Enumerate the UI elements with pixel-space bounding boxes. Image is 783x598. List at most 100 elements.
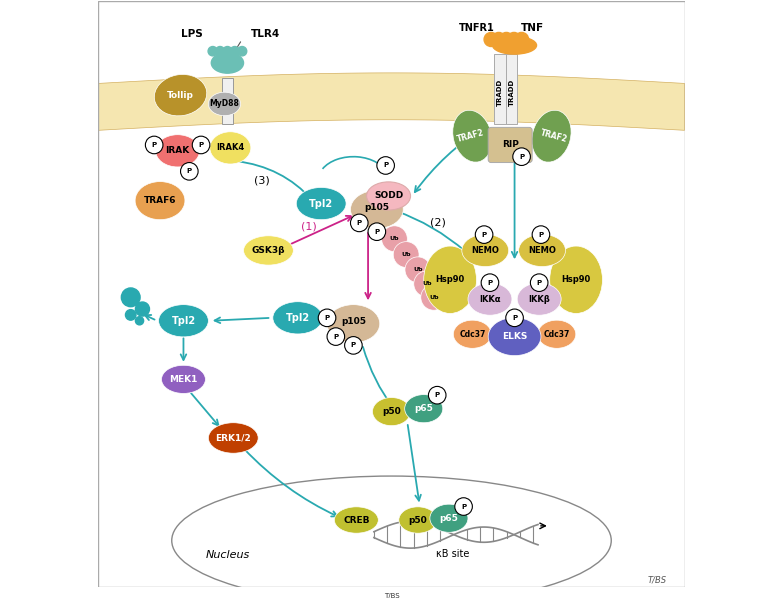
Text: P: P [374, 228, 380, 234]
Bar [506, 54, 518, 124]
Text: P: P [324, 315, 330, 321]
Ellipse shape [532, 110, 571, 162]
Ellipse shape [154, 74, 207, 116]
Ellipse shape [538, 320, 576, 348]
Circle shape [413, 271, 439, 297]
Circle shape [492, 32, 506, 47]
Circle shape [208, 47, 218, 56]
Text: Ub: Ub [413, 267, 423, 272]
Text: ERK1/2: ERK1/2 [215, 434, 251, 443]
Text: Hsp90: Hsp90 [435, 275, 465, 284]
Text: P: P [536, 280, 542, 286]
Circle shape [193, 136, 210, 154]
Text: SODD: SODD [374, 191, 403, 200]
Bar [494, 54, 506, 124]
Text: P: P [512, 315, 517, 321]
Circle shape [507, 32, 521, 47]
Bar [222, 78, 233, 124]
Ellipse shape [327, 304, 380, 343]
Ellipse shape [493, 36, 536, 54]
Text: P: P [383, 163, 388, 169]
Circle shape [405, 257, 431, 283]
Text: P: P [519, 154, 524, 160]
Ellipse shape [518, 283, 561, 315]
Ellipse shape [488, 318, 541, 356]
Ellipse shape [550, 246, 602, 313]
Text: P: P [351, 343, 356, 349]
Circle shape [482, 274, 499, 291]
Text: p105: p105 [341, 318, 366, 327]
Ellipse shape [210, 132, 251, 164]
Text: TNFR1: TNFR1 [459, 23, 494, 33]
Text: NEMO: NEMO [471, 246, 500, 255]
Ellipse shape [135, 182, 185, 219]
Text: p65: p65 [414, 404, 433, 413]
Circle shape [351, 214, 368, 231]
Text: Tpl2: Tpl2 [309, 199, 334, 209]
Text: p65: p65 [439, 514, 458, 523]
Text: P: P [539, 231, 543, 237]
Ellipse shape [159, 304, 208, 337]
Circle shape [345, 337, 363, 354]
Ellipse shape [351, 190, 403, 228]
Text: κB site: κB site [436, 549, 470, 559]
Text: (3): (3) [254, 175, 269, 185]
Text: MEK1: MEK1 [169, 375, 197, 384]
Text: CREB: CREB [343, 515, 370, 524]
Text: IKKα: IKKα [479, 295, 500, 304]
Circle shape [181, 163, 198, 180]
Ellipse shape [373, 398, 410, 426]
Text: Tpl2: Tpl2 [171, 316, 196, 326]
Text: p105: p105 [364, 203, 389, 212]
Text: IRAK4: IRAK4 [216, 144, 244, 152]
Ellipse shape [468, 283, 512, 315]
Ellipse shape [161, 365, 205, 393]
Ellipse shape [211, 53, 244, 73]
Text: P: P [357, 220, 362, 226]
Text: (2): (2) [430, 217, 446, 227]
Text: Cdc37: Cdc37 [459, 329, 485, 338]
Text: T/BS: T/BS [384, 593, 399, 598]
Text: IRAK: IRAK [165, 147, 189, 155]
Circle shape [327, 328, 345, 346]
Circle shape [318, 309, 336, 327]
Text: p50: p50 [409, 515, 428, 524]
Text: ELKS: ELKS [502, 332, 527, 341]
Text: LPS: LPS [182, 29, 203, 39]
Ellipse shape [296, 187, 346, 219]
Text: Nucleus: Nucleus [205, 550, 250, 560]
Text: TRAF2: TRAF2 [539, 128, 568, 144]
Ellipse shape [334, 507, 378, 533]
Text: TLR4: TLR4 [251, 29, 280, 39]
Ellipse shape [430, 504, 468, 532]
Text: Ub: Ub [390, 236, 399, 241]
Text: P: P [487, 280, 493, 286]
Ellipse shape [518, 234, 565, 267]
Text: Ub: Ub [402, 252, 411, 257]
Text: RIP: RIP [502, 141, 518, 150]
Text: TRAF2: TRAF2 [456, 128, 485, 144]
Text: P: P [198, 142, 204, 148]
Text: Ub: Ub [429, 295, 438, 300]
Text: P: P [334, 334, 338, 340]
Text: Cdc37: Cdc37 [543, 329, 570, 338]
Ellipse shape [208, 423, 258, 453]
Ellipse shape [366, 182, 410, 210]
Ellipse shape [272, 302, 323, 334]
Ellipse shape [453, 110, 492, 162]
Text: T/BS: T/BS [648, 575, 667, 584]
Text: P: P [482, 231, 487, 237]
Text: NEMO: NEMO [529, 246, 556, 255]
Ellipse shape [424, 246, 477, 313]
Circle shape [377, 157, 395, 174]
Ellipse shape [399, 507, 437, 533]
Circle shape [237, 47, 247, 56]
Circle shape [146, 136, 163, 154]
Circle shape [513, 148, 530, 166]
Circle shape [222, 47, 232, 56]
Ellipse shape [208, 92, 240, 115]
Text: p50: p50 [382, 407, 401, 416]
Text: TNF: TNF [521, 23, 543, 33]
Text: TRAF6: TRAF6 [144, 196, 176, 205]
FancyBboxPatch shape [488, 127, 532, 163]
